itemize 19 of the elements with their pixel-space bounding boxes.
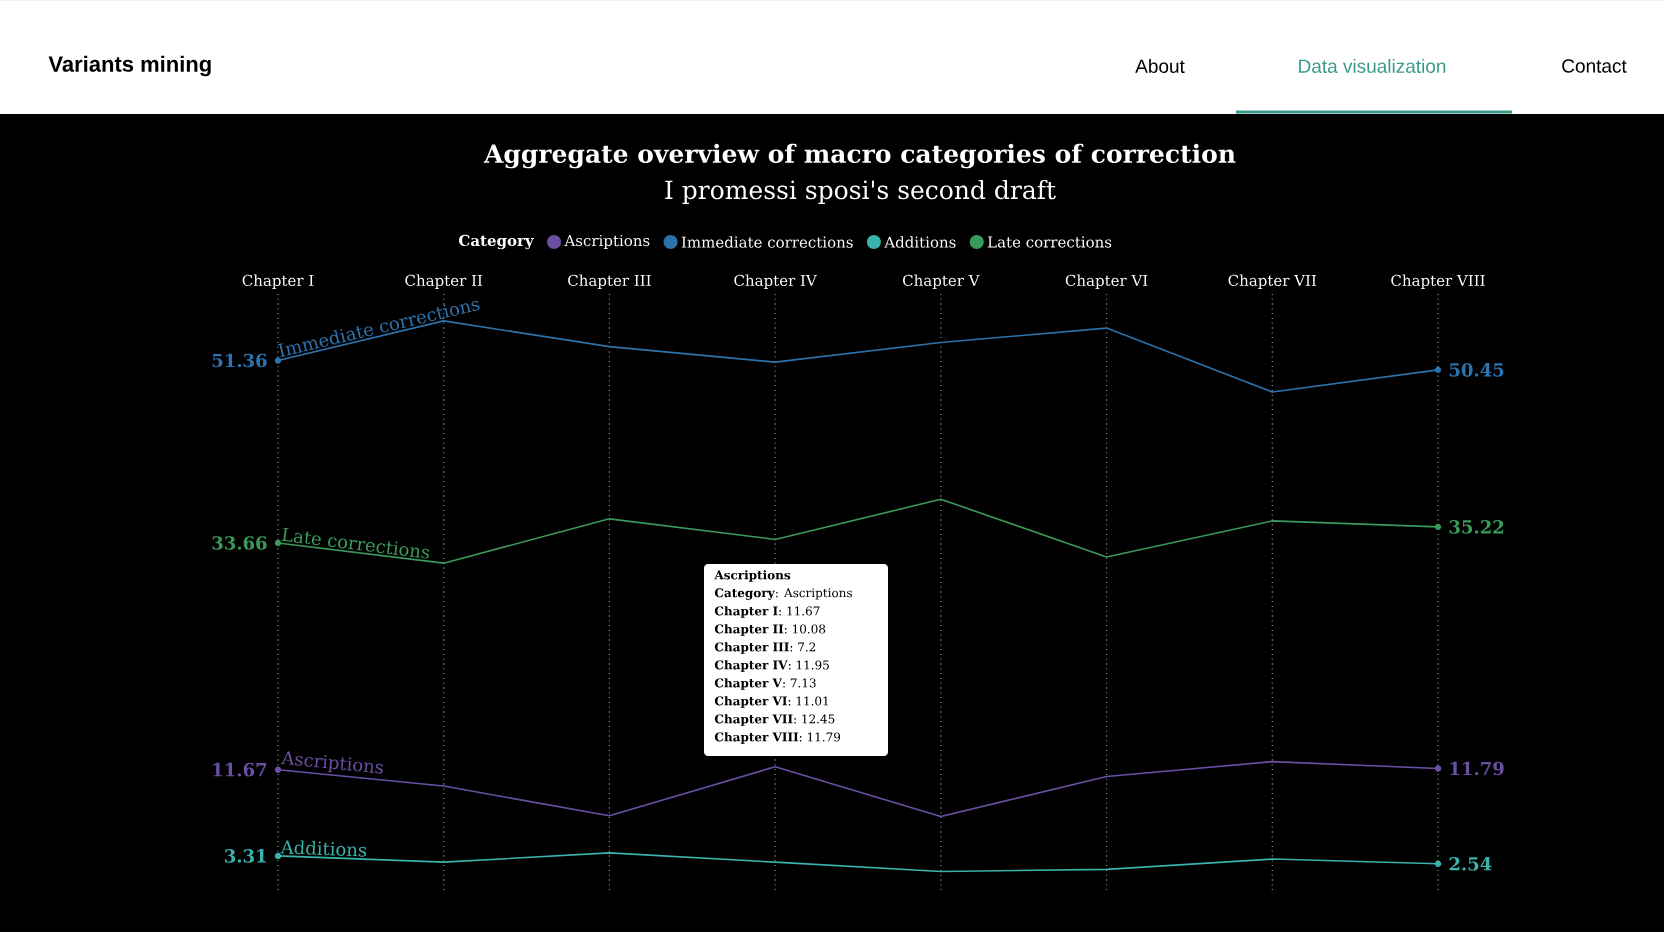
text: Data visualization: [1299, 59, 1446, 73]
data-label: 33.66: [212, 536, 267, 550]
data-label: 2.54: [1449, 857, 1492, 871]
text: Additions: [280, 840, 367, 857]
text: Variants mining: [48, 55, 211, 77]
data-label: 11.79: [1450, 761, 1504, 776]
data-label: 11.67: [213, 762, 267, 777]
data-label: 51.36: [212, 353, 267, 368]
text: Late corrections: [281, 527, 430, 559]
data-label: 50.45: [1449, 363, 1504, 377]
data-label: 35.22: [1449, 520, 1504, 534]
text: Ascriptions: [280, 751, 383, 774]
point: [1434, 366, 1442, 374]
point: [1434, 523, 1442, 531]
text: Contact: [1562, 59, 1627, 73]
data-label: 3.31: [225, 849, 266, 863]
text: About: [1135, 59, 1185, 73]
chart-subtitle: I promessi sposi's second draft: [665, 179, 1056, 205]
chart-title: Aggregate overview of macro categories of correction: [483, 143, 1236, 169]
